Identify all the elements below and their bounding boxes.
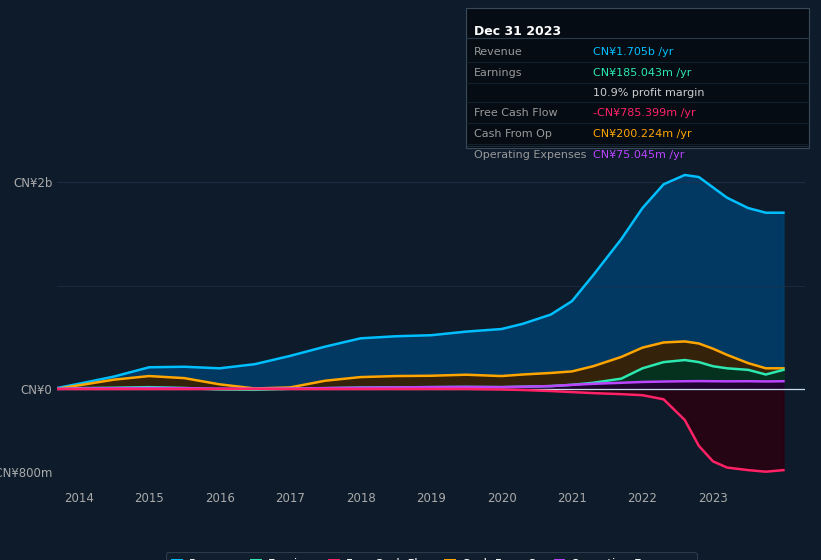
Text: CN¥185.043m /yr: CN¥185.043m /yr — [593, 68, 691, 78]
Text: 10.9% profit margin: 10.9% profit margin — [593, 88, 704, 97]
Text: Dec 31 2023: Dec 31 2023 — [474, 25, 561, 38]
Legend: Revenue, Earnings, Free Cash Flow, Cash From Op, Operating Expenses: Revenue, Earnings, Free Cash Flow, Cash … — [166, 552, 696, 560]
Text: -CN¥785.399m /yr: -CN¥785.399m /yr — [593, 108, 695, 118]
Text: Cash From Op: Cash From Op — [474, 129, 552, 139]
Text: CN¥200.224m /yr: CN¥200.224m /yr — [593, 129, 691, 139]
Text: Operating Expenses: Operating Expenses — [474, 150, 586, 160]
Text: Earnings: Earnings — [474, 68, 522, 78]
Text: Free Cash Flow: Free Cash Flow — [474, 108, 557, 118]
Text: CN¥75.045m /yr: CN¥75.045m /yr — [593, 150, 684, 160]
Text: Revenue: Revenue — [474, 46, 522, 57]
Text: CN¥1.705b /yr: CN¥1.705b /yr — [593, 46, 673, 57]
